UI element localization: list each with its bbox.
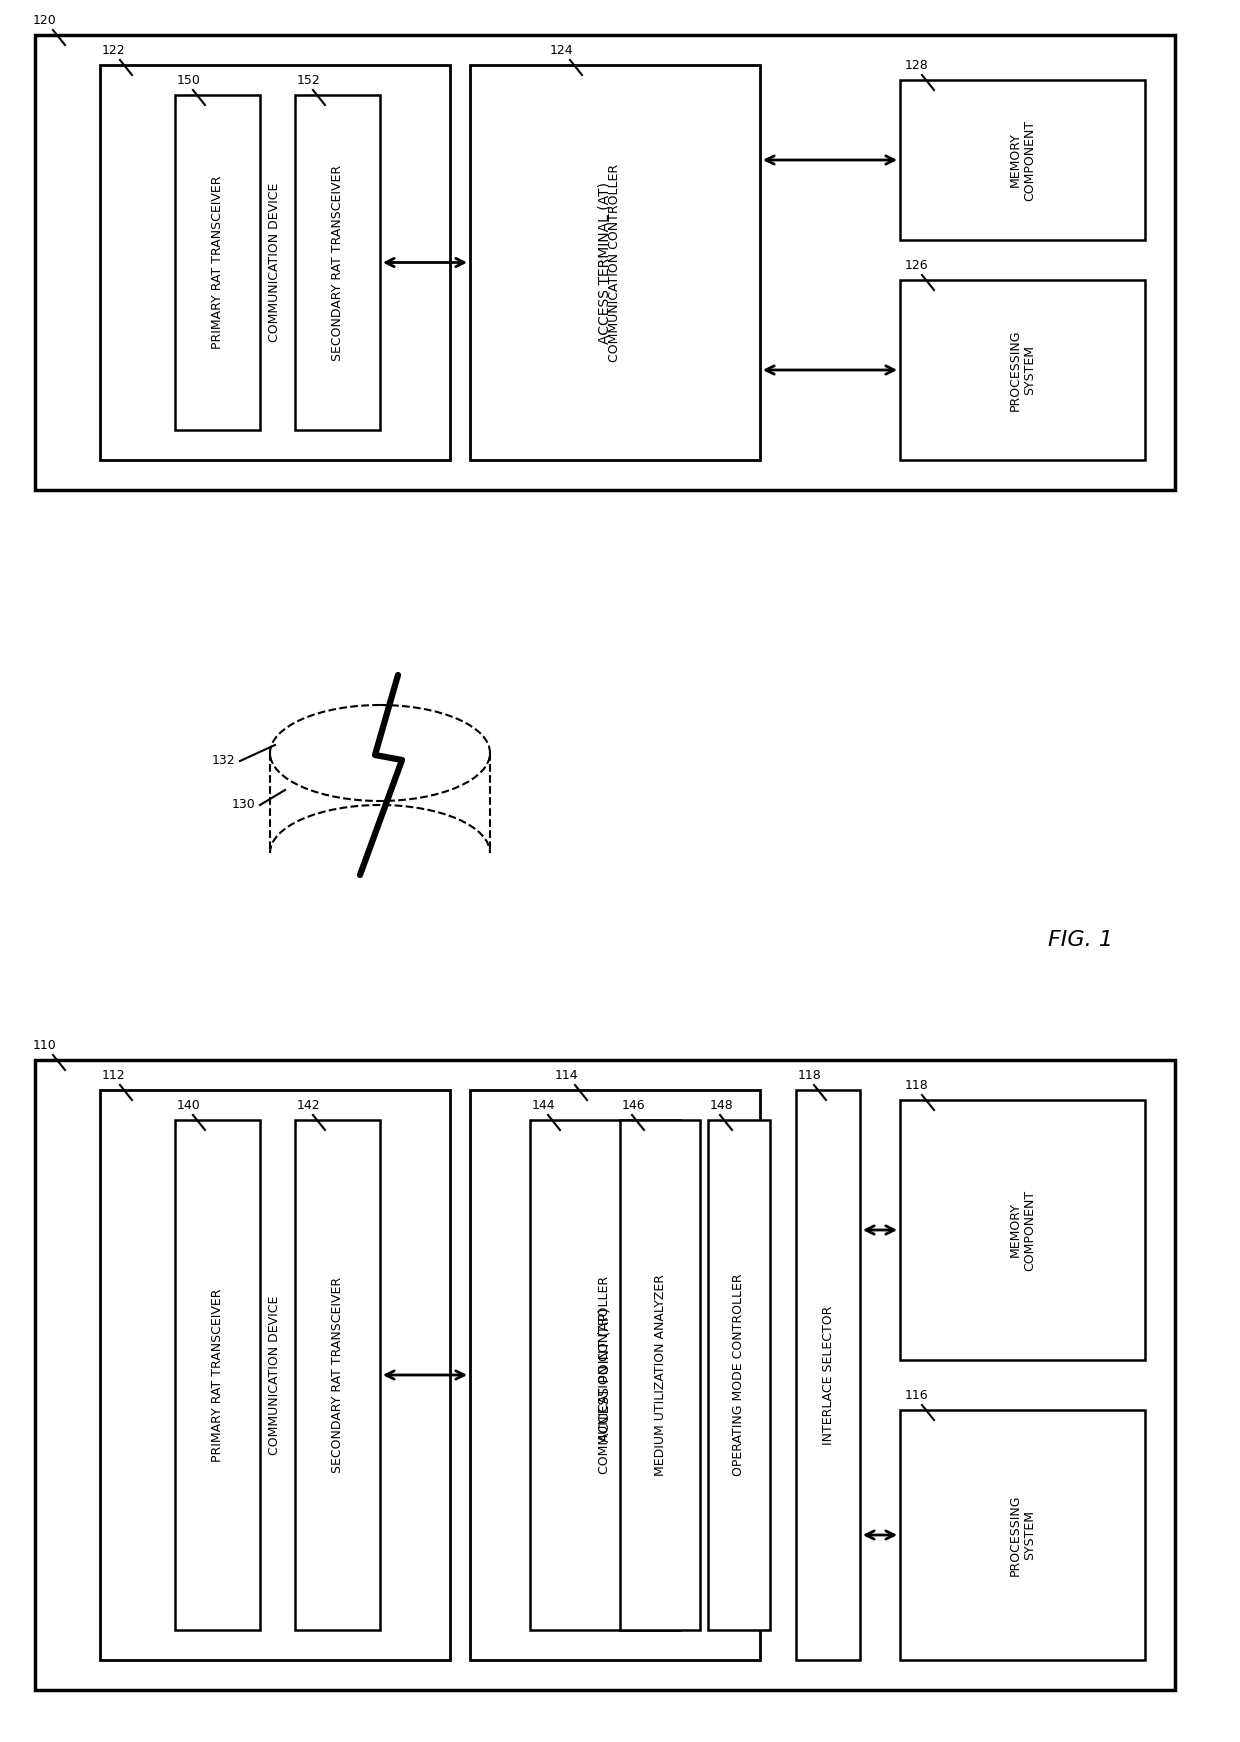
Text: 110: 110 xyxy=(33,1038,57,1052)
Text: PRIMARY RAT TRANSCEIVER: PRIMARY RAT TRANSCEIVER xyxy=(211,1289,224,1462)
Text: PROCESSING
SYSTEM: PROCESSING SYSTEM xyxy=(1008,329,1037,411)
Text: 128: 128 xyxy=(905,59,929,71)
Text: ACCESS POINT (AP): ACCESS POINT (AP) xyxy=(598,1308,613,1442)
Bar xyxy=(708,1120,770,1631)
Text: 152: 152 xyxy=(298,73,321,87)
Bar xyxy=(295,96,379,430)
Text: 126: 126 xyxy=(905,260,929,272)
Text: SECONDARY RAT TRANSCEIVER: SECONDARY RAT TRANSCEIVER xyxy=(331,164,343,361)
Bar xyxy=(175,1120,260,1631)
Bar xyxy=(900,80,1145,240)
Bar xyxy=(470,1090,760,1660)
Bar xyxy=(620,1120,701,1631)
Bar xyxy=(100,1090,450,1660)
Bar xyxy=(900,280,1145,460)
Text: 142: 142 xyxy=(298,1099,321,1111)
Text: FIG. 1: FIG. 1 xyxy=(1048,930,1112,949)
Text: 132: 132 xyxy=(211,754,236,768)
Text: 120: 120 xyxy=(33,14,57,26)
Text: INTERLACE SELECTOR: INTERLACE SELECTOR xyxy=(821,1305,835,1444)
Text: MEMORY
COMPONENT: MEMORY COMPONENT xyxy=(1008,1190,1037,1270)
Bar xyxy=(35,35,1176,490)
Text: 112: 112 xyxy=(102,1070,125,1082)
Text: COMMUNICATION CONTROLLER: COMMUNICATION CONTROLLER xyxy=(599,1275,611,1474)
Text: SECONDARY RAT TRANSCEIVER: SECONDARY RAT TRANSCEIVER xyxy=(331,1277,343,1474)
Text: OPERATING MODE CONTROLLER: OPERATING MODE CONTROLLER xyxy=(733,1273,745,1475)
Text: 122: 122 xyxy=(102,44,125,57)
Bar xyxy=(796,1090,861,1660)
Text: PRIMARY RAT TRANSCEIVER: PRIMARY RAT TRANSCEIVER xyxy=(211,176,224,348)
Text: 144: 144 xyxy=(532,1099,556,1111)
Text: 148: 148 xyxy=(711,1099,734,1111)
Text: COMMUNICATION CONTROLLER: COMMUNICATION CONTROLLER xyxy=(609,164,621,362)
Bar xyxy=(175,96,260,430)
Bar xyxy=(35,1059,1176,1690)
Text: 146: 146 xyxy=(622,1099,646,1111)
Text: 130: 130 xyxy=(231,798,255,812)
Bar xyxy=(470,64,760,460)
Bar xyxy=(100,64,450,460)
Text: 124: 124 xyxy=(551,44,574,57)
Text: COMMUNICATION DEVICE: COMMUNICATION DEVICE xyxy=(269,183,281,341)
Text: PROCESSING
SYSTEM: PROCESSING SYSTEM xyxy=(1008,1495,1037,1577)
Text: 118: 118 xyxy=(799,1070,822,1082)
Text: MEMORY
COMPONENT: MEMORY COMPONENT xyxy=(1008,120,1037,200)
Text: 150: 150 xyxy=(177,73,201,87)
Text: COMMUNICATION DEVICE: COMMUNICATION DEVICE xyxy=(269,1296,281,1455)
Text: ACCESS TERMINAL (AT): ACCESS TERMINAL (AT) xyxy=(598,181,613,343)
Bar xyxy=(295,1120,379,1631)
Text: 118: 118 xyxy=(905,1078,929,1092)
Ellipse shape xyxy=(270,706,490,801)
Bar xyxy=(529,1120,680,1631)
Text: 114: 114 xyxy=(556,1070,579,1082)
Text: 140: 140 xyxy=(177,1099,201,1111)
Text: 116: 116 xyxy=(905,1388,929,1402)
Text: MEDIUM UTILIZATION ANALYZER: MEDIUM UTILIZATION ANALYZER xyxy=(653,1273,667,1475)
Bar xyxy=(900,1099,1145,1361)
Bar xyxy=(900,1409,1145,1660)
